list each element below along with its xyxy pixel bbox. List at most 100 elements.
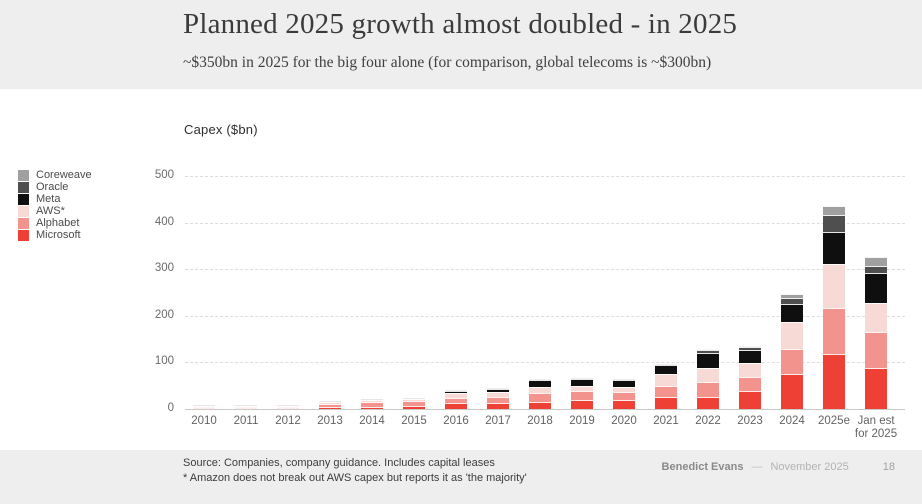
bar-segment-oracle (697, 350, 719, 353)
bar-segment-microsoft (739, 391, 761, 409)
bar-chart-plot-area (185, 176, 905, 410)
bar-segment-oracle (655, 364, 677, 365)
bar-2023 (739, 346, 761, 409)
source-line-2: * Amazon does not break out AWS capex bu… (183, 472, 527, 484)
bar-segment-aws (655, 374, 677, 386)
bar-segment-alphabet (445, 398, 467, 403)
bar-segment-microsoft (403, 406, 425, 409)
bar-segment-aws (781, 322, 803, 349)
legend-item-alphabet: Alphabet (18, 217, 92, 229)
bar-segment-oracle (865, 266, 887, 273)
bar-segment-alphabet (781, 349, 803, 374)
chart-axis-title: Capex ($bn) (184, 122, 258, 137)
bar-segment-alphabet (529, 393, 551, 402)
title-band (0, 0, 922, 89)
bar-segment-aws (445, 393, 467, 398)
bar-segment-alphabet (403, 401, 425, 406)
x-tick-line: 2021 (653, 415, 679, 427)
bar-segment-meta (655, 365, 677, 374)
x-tick-2020: 2020 (598, 415, 650, 428)
x-tick-line: 2015 (401, 415, 427, 427)
bar-segment-meta (739, 350, 761, 363)
x-tick-2017: 2017 (472, 415, 524, 428)
bar-segment-aws (403, 399, 425, 401)
x-tick-line: for 2025 (854, 428, 898, 440)
bar-segment-coreweave (823, 206, 845, 215)
x-tick-line: 2020 (611, 415, 637, 427)
chart-legend: Coreweave Oracle Meta AWS* Alphabet Microsoft (18, 169, 92, 241)
legend-label: Coreweave (36, 169, 92, 181)
bar-segment-aws (319, 402, 341, 404)
bar-segment-aws (697, 368, 719, 382)
gridline-0 (185, 409, 905, 410)
bar-segment-microsoft (361, 407, 383, 409)
bar-segment-microsoft (697, 397, 719, 409)
x-tick-2025e: 2025e (808, 415, 860, 428)
gridline-400 (185, 222, 905, 224)
bar-segment-oracle (445, 390, 467, 391)
legend-swatch-icon (18, 229, 29, 241)
bar-segment-oracle (571, 378, 593, 379)
legend-item-oracle: Oracle (18, 181, 92, 193)
bar-segment-meta (193, 405, 215, 406)
bar-2025e (823, 206, 845, 409)
bar-segment-microsoft (571, 400, 593, 409)
bar-segment-meta (445, 391, 467, 393)
bar-segment-microsoft (487, 403, 509, 409)
bar-segment-aws (865, 303, 887, 332)
bar-segment-meta (865, 273, 887, 303)
bar-2015 (403, 398, 425, 409)
x-tick-line: 2022 (695, 415, 721, 427)
x-tick-line: 2024 (779, 415, 805, 427)
x-tick-line: 2012 (275, 415, 301, 427)
footer-credit: Benedict Evans — November 2025 18 (662, 461, 895, 473)
footer-date: November 2025 (770, 461, 849, 473)
bar-segment-aws (235, 406, 257, 407)
bar-segment-meta (361, 399, 383, 400)
bar-segment-coreweave (697, 349, 719, 350)
bar-segment-microsoft (781, 374, 803, 409)
bar-2019 (571, 378, 593, 409)
x-tick-2013: 2013 (304, 415, 356, 428)
source-line-1: Source: Companies, company guidance. Inc… (183, 457, 495, 469)
x-tick-line: Jan est (857, 415, 895, 427)
bar-segment-microsoft (865, 368, 887, 409)
bar-segment-meta (697, 353, 719, 368)
bar-2013 (319, 401, 341, 409)
bar-jan-est (865, 257, 887, 409)
bar-segment-aws (571, 386, 593, 391)
bar-segment-aws (529, 387, 551, 393)
x-tick-2021: 2021 (640, 415, 692, 428)
bar-segment-oracle (739, 347, 761, 350)
bar-segment-meta (571, 379, 593, 386)
bar-segment-alphabet (277, 407, 299, 408)
x-tick-2011: 2011 (220, 415, 272, 428)
source-note: Source: Companies, company guidance. Inc… (183, 456, 527, 486)
bar-segment-oracle (529, 379, 551, 380)
x-tick-2015: 2015 (388, 415, 440, 428)
bar-segment-coreweave (739, 346, 761, 347)
page-subtitle: ~$350bn in 2025 for the big four alone (… (183, 54, 712, 71)
bar-segment-meta (823, 232, 845, 264)
x-tick-line: 2013 (317, 415, 343, 427)
x-tick-2023: 2023 (724, 415, 776, 428)
bar-2017 (487, 388, 509, 409)
x-tick-2012: 2012 (262, 415, 314, 428)
bar-segment-microsoft (613, 400, 635, 409)
bar-segment-microsoft (319, 407, 341, 409)
x-tick-line: 2019 (569, 415, 595, 427)
gridline-200 (185, 315, 905, 317)
legend-label: Alphabet (36, 217, 80, 229)
x-tick-line: 2010 (191, 415, 217, 427)
legend-item-meta: Meta (18, 193, 92, 205)
legend-swatch-icon (18, 181, 29, 193)
x-tick-line: 2011 (233, 415, 259, 427)
bar-segment-alphabet (823, 308, 845, 354)
x-tick-line: 2023 (737, 415, 763, 427)
legend-item-microsoft: Microsoft (18, 229, 92, 241)
legend-label: Oracle (36, 181, 69, 193)
bar-2010 (193, 405, 215, 409)
bar-segment-coreweave (781, 294, 803, 298)
x-tick-jan-est: Jan est for 2025 (850, 415, 902, 441)
bar-2020 (613, 379, 635, 409)
